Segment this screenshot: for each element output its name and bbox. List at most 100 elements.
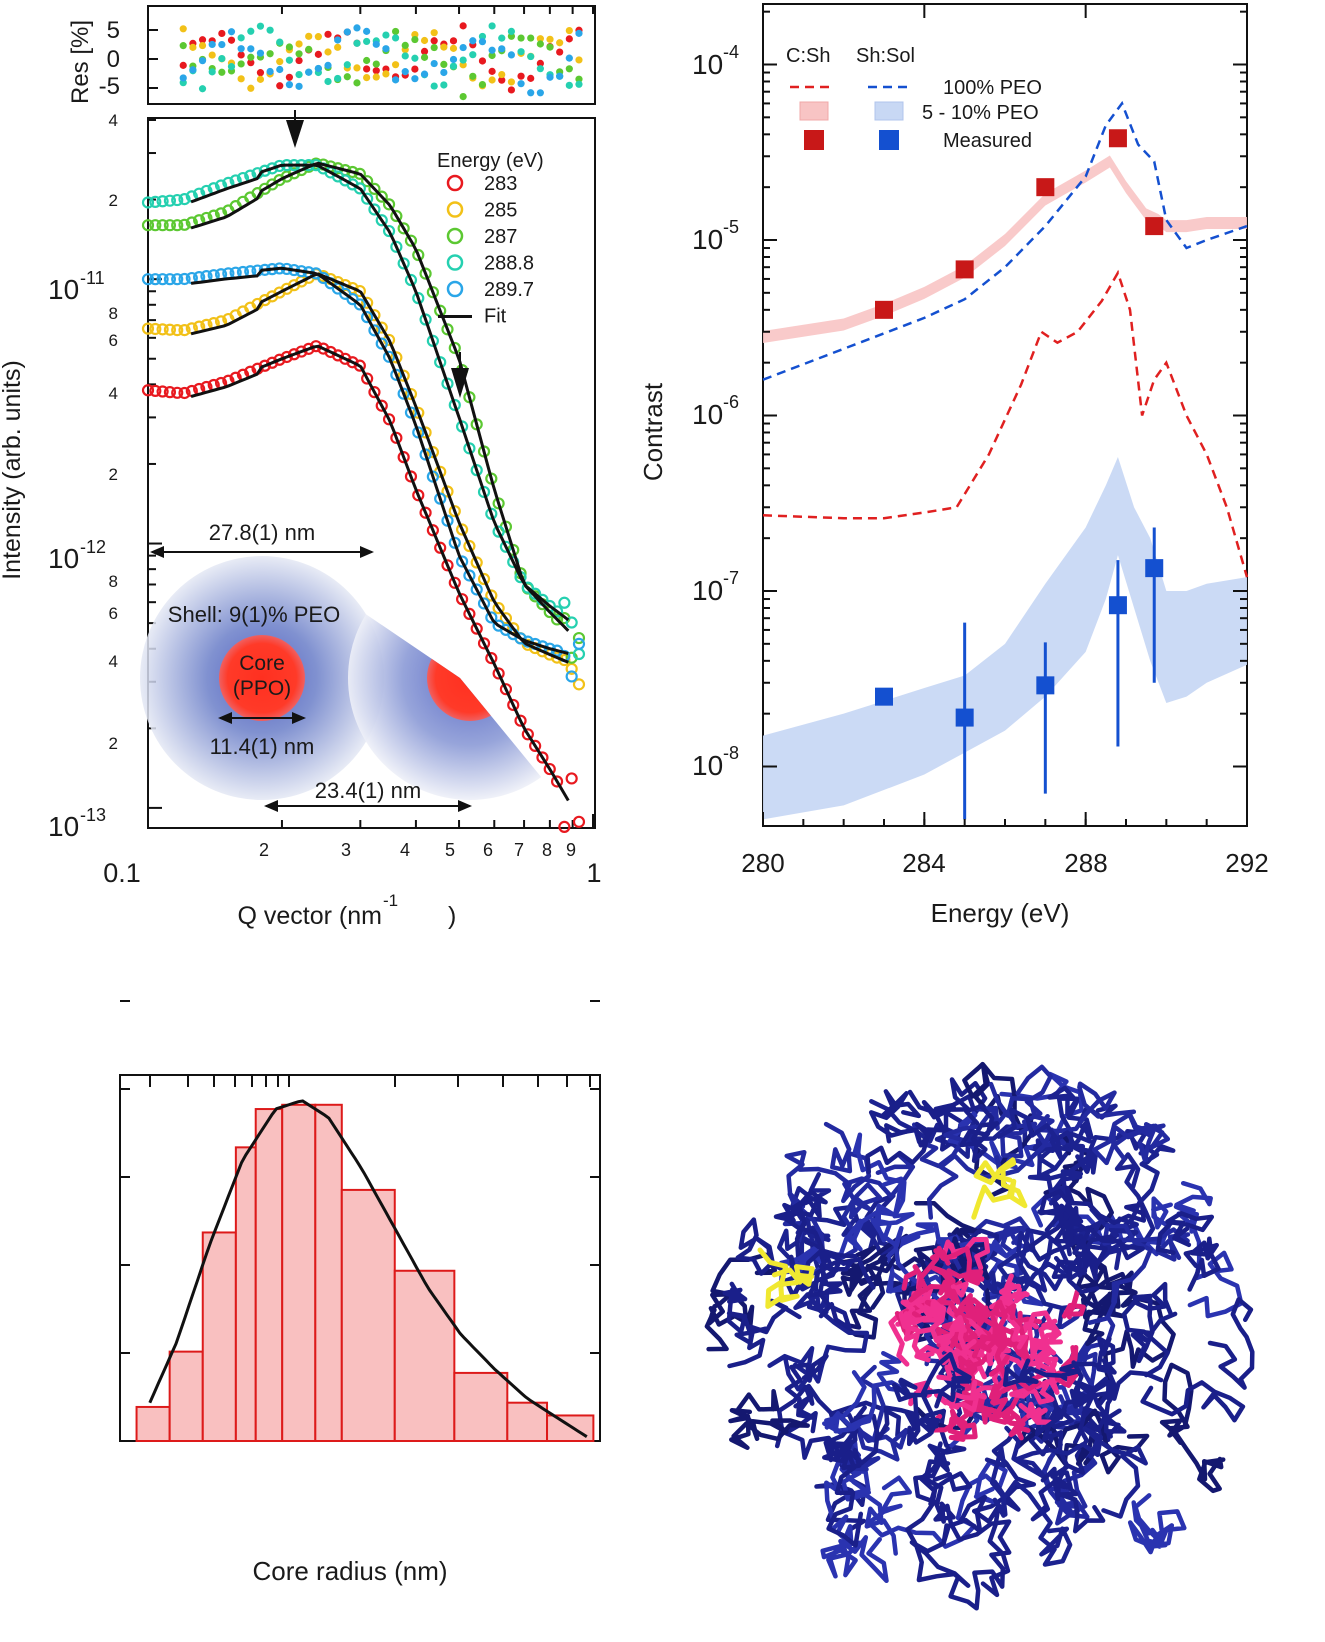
saxs-point bbox=[499, 612, 513, 625]
residual-point bbox=[237, 75, 245, 83]
residual-point bbox=[430, 82, 438, 90]
saxs-fit-288.8 bbox=[190, 163, 570, 622]
contrast-ticks bbox=[762, 4, 1248, 826]
residual-axes-frame bbox=[147, 5, 596, 105]
saxs-point bbox=[470, 464, 483, 477]
saxs-point bbox=[404, 234, 418, 247]
saxs-xtick-1: 1 bbox=[586, 858, 601, 888]
contrast-ylabel: Contrast bbox=[638, 382, 668, 481]
marker-csh-measured bbox=[1145, 217, 1164, 236]
contrast-ytick-1e-6: 10 -6 bbox=[692, 392, 739, 430]
peak-arrow-2 bbox=[451, 352, 469, 398]
saxs-point bbox=[397, 257, 410, 270]
residual-point bbox=[469, 72, 477, 80]
saxs-point bbox=[382, 198, 396, 211]
saxs-point bbox=[419, 448, 432, 461]
saxs-point bbox=[419, 426, 432, 439]
residual-point bbox=[372, 40, 380, 48]
residual-point bbox=[488, 67, 496, 75]
histogram-ticks bbox=[120, 1000, 600, 1354]
ppo-chain bbox=[936, 1288, 973, 1325]
saxs-point bbox=[404, 470, 418, 483]
residual-point bbox=[420, 36, 429, 45]
residual-point bbox=[198, 41, 207, 50]
legend-marker bbox=[446, 280, 464, 298]
residual-point bbox=[546, 43, 554, 51]
saxs-point bbox=[485, 507, 498, 520]
saxs-point bbox=[499, 683, 513, 696]
saxs-point bbox=[456, 523, 469, 536]
residual-tick-5: 5 bbox=[107, 17, 120, 44]
saxs-point bbox=[266, 356, 279, 369]
svg-text:10: 10 bbox=[692, 575, 723, 606]
residual-point bbox=[179, 25, 187, 33]
residual-tick-minus5: -5 bbox=[99, 73, 120, 100]
saxs-point bbox=[368, 182, 381, 196]
saxs-point bbox=[565, 772, 578, 785]
saxs-point bbox=[477, 572, 491, 586]
peo-chain bbox=[923, 1459, 1012, 1611]
residual-point bbox=[575, 29, 583, 37]
dimension-23.4nm: 23.4(1) nm bbox=[264, 778, 472, 812]
saxs-point bbox=[156, 273, 169, 286]
saxs-point bbox=[441, 485, 454, 498]
saxs-point bbox=[492, 667, 505, 680]
residual-point bbox=[198, 57, 207, 65]
residual-point bbox=[440, 81, 448, 89]
saxs-point bbox=[404, 406, 418, 419]
saxs-point bbox=[171, 386, 184, 399]
svg-text:292: 292 bbox=[1225, 848, 1268, 878]
residual-point bbox=[353, 39, 361, 47]
saxs-point bbox=[368, 309, 381, 322]
saxs-point bbox=[463, 442, 476, 455]
svg-text:-11: -11 bbox=[80, 268, 105, 288]
saxs-point bbox=[550, 775, 564, 788]
saxs-point bbox=[550, 613, 564, 626]
saxs-point bbox=[543, 762, 556, 776]
saxs-point bbox=[492, 602, 505, 615]
saxs-point bbox=[536, 751, 549, 764]
svg-text:10: 10 bbox=[692, 750, 723, 781]
saxs-point bbox=[441, 323, 454, 336]
residual-point bbox=[517, 48, 525, 56]
saxs-point bbox=[273, 353, 286, 366]
saxs-point bbox=[149, 273, 162, 286]
legend-label: 285 bbox=[484, 200, 517, 222]
saxs-point bbox=[441, 377, 454, 390]
svg-text:10: 10 bbox=[692, 224, 723, 255]
residual-point bbox=[517, 72, 525, 80]
residual-point bbox=[295, 56, 303, 65]
histogram-bar bbox=[168, 1350, 204, 1443]
residual-point bbox=[382, 31, 390, 39]
residual-point bbox=[363, 74, 371, 82]
residual-point bbox=[507, 86, 516, 94]
residual-points bbox=[179, 22, 583, 101]
saxs-point bbox=[434, 541, 447, 554]
saxs-legend-title: Energy (eV) bbox=[437, 150, 544, 172]
ppo-chain bbox=[986, 1299, 1017, 1350]
peo-chain bbox=[782, 1121, 872, 1243]
residual-point bbox=[391, 34, 400, 42]
svg-text:27.8(1) nm: 27.8(1) nm bbox=[209, 520, 315, 545]
saxs-point bbox=[485, 652, 498, 665]
saxs-ylabel: Intensity (arb. units) bbox=[0, 360, 26, 580]
residual-point bbox=[218, 40, 226, 49]
residual-point bbox=[498, 34, 506, 42]
residual-point bbox=[363, 65, 371, 73]
saxs-point bbox=[550, 605, 564, 618]
svg-text:3: 3 bbox=[341, 840, 351, 860]
residual-point bbox=[256, 49, 265, 57]
legend-header-csh: C:Sh bbox=[786, 45, 830, 67]
saxs-point bbox=[419, 506, 432, 519]
peo-chain-front bbox=[920, 1352, 972, 1409]
residual-point bbox=[469, 51, 477, 59]
svg-text:4: 4 bbox=[109, 384, 118, 403]
saxs-point bbox=[572, 678, 586, 691]
residual-point bbox=[488, 46, 496, 54]
saxs-point bbox=[375, 337, 388, 350]
saxs-legend-item-289.7: 289.7 bbox=[446, 279, 534, 301]
svg-text:10: 10 bbox=[48, 274, 79, 305]
residual-point bbox=[430, 43, 438, 52]
marker-csh-measured bbox=[1108, 129, 1127, 148]
saxs-point bbox=[419, 267, 432, 280]
